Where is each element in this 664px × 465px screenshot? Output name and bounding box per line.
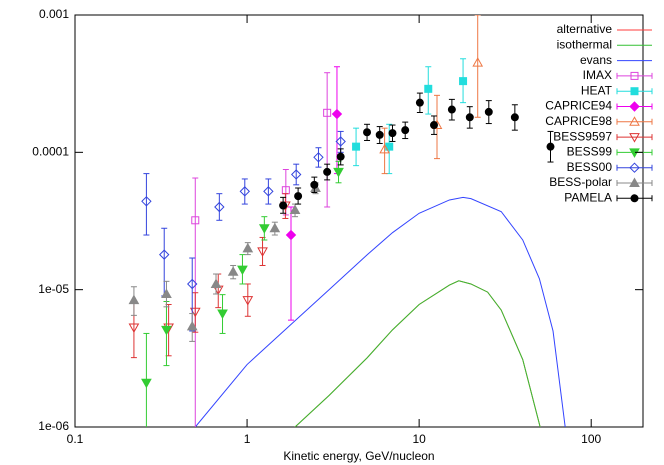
data-point	[242, 296, 254, 306]
legend-label: BESS00	[567, 160, 613, 174]
plot-frame	[74, 14, 644, 428]
line-series	[194, 196, 566, 427]
data-point	[257, 247, 268, 257]
y-tick-label: 1e-06	[38, 419, 69, 433]
data-point	[335, 136, 346, 147]
data-point	[363, 128, 372, 137]
legend-marker	[629, 162, 640, 173]
x-tick-label: 1	[244, 432, 251, 446]
legend-label: evans	[580, 53, 612, 67]
legend-marker	[630, 71, 639, 80]
data-point	[331, 108, 343, 120]
data-point	[465, 113, 474, 122]
legend-label: alternative	[557, 22, 613, 36]
data-point	[323, 108, 332, 117]
line-series	[294, 280, 541, 427]
y-tick-label: 1e-05	[38, 282, 69, 296]
legend-label: isothermal	[557, 37, 612, 51]
line-series	[294, 280, 541, 427]
data-point	[128, 294, 140, 305]
legend-marker	[630, 194, 639, 203]
data-point	[294, 192, 303, 201]
data-point	[379, 143, 390, 154]
data-point	[323, 167, 332, 176]
data-point	[217, 309, 228, 320]
legend-label: IMAX	[583, 68, 612, 82]
data-point	[161, 288, 172, 298]
data-point	[141, 378, 152, 389]
data-point	[375, 130, 384, 139]
data-point	[289, 204, 301, 215]
data-point	[447, 105, 456, 114]
data-point	[210, 278, 222, 288]
data-point	[191, 216, 200, 225]
data-point	[401, 126, 410, 135]
x-tick-label: 100	[581, 432, 601, 446]
data-point	[239, 186, 250, 197]
x-tick-label: 10	[412, 432, 426, 446]
data-point	[472, 57, 484, 67]
data-point	[313, 152, 324, 163]
data-point	[258, 224, 270, 234]
data-point	[269, 222, 281, 233]
data-point	[546, 142, 555, 151]
data-point	[429, 121, 438, 130]
data-point	[242, 242, 254, 253]
legend-label: CAPRICE98	[545, 114, 612, 128]
legend-label: HEAT	[581, 83, 613, 97]
data-point	[263, 186, 274, 197]
plot-area	[128, 15, 566, 427]
legend-label: BESS9597	[553, 129, 612, 143]
data-point	[290, 169, 302, 180]
data-point	[189, 307, 201, 318]
legend-label: BESS99	[567, 145, 613, 159]
legend-marker	[629, 101, 640, 112]
legend-label: PAMELA	[564, 190, 612, 204]
data-point	[424, 84, 433, 93]
data-point	[336, 152, 345, 161]
data-point	[161, 325, 172, 336]
legend-label: BESS-polar	[549, 175, 612, 189]
data-point	[187, 278, 198, 290]
data-point	[333, 167, 344, 178]
x-tick-label: 0.1	[67, 432, 84, 446]
legend-label: CAPRICE94	[545, 99, 612, 113]
x-axis-label: Kinetic energy, GeV/nucleon	[283, 449, 434, 463]
legend-marker	[629, 177, 640, 187]
data-point	[141, 196, 152, 207]
data-point	[186, 320, 198, 331]
data-point	[279, 201, 288, 210]
legend-marker	[629, 148, 640, 158]
data-point	[159, 249, 170, 260]
y-tick-label: 0.0001	[32, 145, 69, 159]
data-point	[237, 265, 248, 276]
legend-marker	[629, 133, 640, 143]
data-point	[214, 201, 225, 213]
data-point	[484, 107, 493, 116]
data-point	[510, 113, 519, 122]
data-point	[227, 266, 239, 276]
data-point	[415, 98, 424, 107]
data-point	[459, 77, 468, 86]
data-point	[285, 229, 297, 241]
data-point	[352, 142, 361, 151]
data-point	[388, 129, 397, 138]
legend-marker	[630, 87, 639, 96]
data-point	[128, 323, 140, 334]
legend-marker	[629, 116, 640, 126]
data-point	[310, 180, 319, 189]
y-tick-label: 0.001	[39, 7, 69, 21]
